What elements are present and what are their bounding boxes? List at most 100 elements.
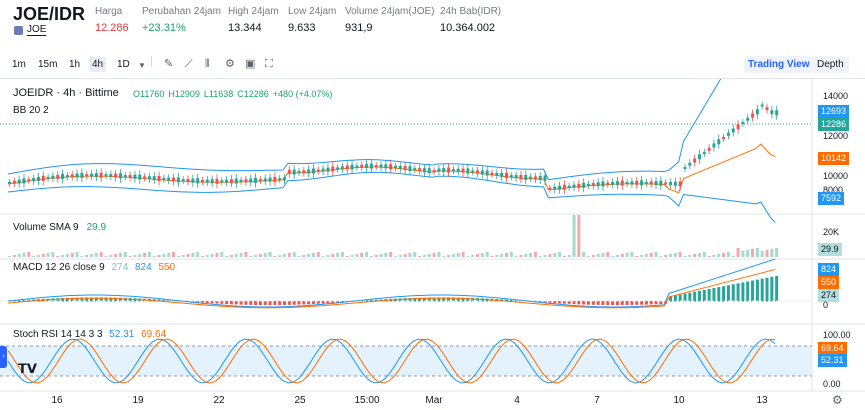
time-axis-label: 25 <box>294 395 306 406</box>
macd-hist-bar <box>567 301 571 304</box>
candle-body <box>543 175 547 181</box>
macd-hist-bar <box>577 301 581 305</box>
tf-1d[interactable]: 1D <box>117 59 130 70</box>
volume-bar <box>56 256 60 257</box>
macd-hist-bar <box>572 301 576 305</box>
candle-body <box>355 165 359 168</box>
macd-hist-bar <box>582 301 586 305</box>
macd-hist-bar <box>220 301 224 304</box>
candle-body <box>611 181 615 185</box>
macd-hist-bar <box>640 301 644 305</box>
indicator-icon[interactable]: ⟋ <box>185 58 193 70</box>
volume-bar <box>162 254 166 257</box>
macd-hist-bar <box>65 297 69 302</box>
macd-hist-bar <box>128 298 132 302</box>
gear-icon[interactable]: ⚙ <box>225 58 235 70</box>
tf-15m[interactable]: 15m <box>38 59 58 70</box>
macd-hist-bar <box>229 301 233 305</box>
candles-icon[interactable]: ⫴ <box>205 58 210 70</box>
tradingview-logo-icon: 𝗧𝗩 <box>18 361 37 376</box>
save-icon[interactable]: ▣ <box>245 58 256 70</box>
chart-canvas[interactable] <box>0 79 865 410</box>
macd-hist-bar <box>311 301 315 305</box>
candle-body <box>128 174 132 178</box>
volume-bar <box>635 256 639 257</box>
candle-body <box>731 128 735 133</box>
candle-body <box>191 178 195 183</box>
candle-body <box>321 168 325 172</box>
volume-bar <box>659 256 663 257</box>
fullscreen-icon[interactable]: ⛶ <box>265 58 273 70</box>
candle-body <box>461 168 465 173</box>
candle-body <box>418 168 422 172</box>
macd-hist-bar <box>201 301 204 303</box>
macd-hist-bar <box>562 301 566 304</box>
candle-body <box>669 182 673 186</box>
expand-handle-icon[interactable]: › <box>0 346 7 368</box>
macd-legend: MACD 12 26 close 9 274 824 550 <box>13 262 176 273</box>
volume-bar <box>712 255 716 257</box>
candle-body <box>673 181 677 186</box>
volume-bar <box>447 255 451 257</box>
volume-bar <box>403 254 407 257</box>
volume-axis-label: 20K <box>823 227 840 237</box>
candle-body <box>210 179 214 184</box>
depth-button[interactable]: Depth <box>812 56 849 73</box>
volume-bar <box>471 255 475 257</box>
macd-hist-bar <box>620 301 624 306</box>
candle-body <box>331 166 335 172</box>
chart-settings-icon[interactable]: ⚙ <box>832 393 843 407</box>
volume-bar <box>80 256 84 257</box>
candle-body <box>403 166 407 171</box>
candle-body <box>538 175 542 180</box>
macd-hist-bar <box>191 301 195 303</box>
time-axis-label: 10 <box>673 395 685 406</box>
candle-body <box>717 139 721 145</box>
macd-hist-bar <box>466 297 470 302</box>
stat-turnover: 24h Bab(IDR) 10.364.002 <box>440 6 502 34</box>
trading-view-button[interactable]: Trading View <box>744 56 814 73</box>
candle-body <box>500 172 504 177</box>
volume-bar <box>693 254 697 257</box>
volume-bar <box>90 254 94 257</box>
macd-hist-bar <box>697 290 701 302</box>
candle-body <box>398 166 402 170</box>
volume-bar <box>432 253 436 257</box>
macd-hist-bar <box>615 301 619 306</box>
candle-body <box>442 168 446 173</box>
candle-body <box>495 172 499 176</box>
macd-hist-bar <box>283 301 287 305</box>
candle-body <box>625 181 629 184</box>
volume-bar <box>70 253 74 257</box>
macd-hist-bar <box>770 276 774 302</box>
volume-bar <box>152 256 156 257</box>
volume-bar <box>427 254 431 257</box>
volume-bar <box>504 253 508 257</box>
tf-1m[interactable]: 1m <box>12 59 26 70</box>
tf-1h[interactable]: 1h <box>69 59 81 70</box>
volume-bar <box>760 251 764 257</box>
macd-hist-bar <box>596 301 600 305</box>
volume-bar <box>41 254 45 257</box>
tf-4h[interactable]: 4h <box>89 57 107 72</box>
candle-body <box>336 167 340 170</box>
macd-hist-bar <box>461 297 465 302</box>
volume-bar <box>27 252 31 257</box>
volume-bar <box>533 252 537 257</box>
candle-body <box>456 168 460 172</box>
coin-link[interactable]: JOE <box>27 24 47 36</box>
volume-bar <box>480 253 484 257</box>
price-chart[interactable]: JOEIDR · 4h · Bittime O11760 H12909 L11638… <box>0 78 865 410</box>
time-axis-label: 15:00 <box>354 395 380 406</box>
macd-hist-bar <box>669 296 673 302</box>
pencil-icon[interactable]: ✎ <box>164 58 174 70</box>
chevron-down-icon[interactable]: ▼ <box>138 61 146 70</box>
volume-bar <box>775 248 779 257</box>
candle-body <box>591 183 595 187</box>
candle-body <box>751 113 755 118</box>
candle-body <box>278 178 282 181</box>
candle-body <box>741 122 745 124</box>
macd-hist-bar <box>316 301 320 304</box>
candle-body <box>765 107 769 111</box>
symbol-legend: JOEIDR · 4h · Bittime <box>13 87 119 99</box>
